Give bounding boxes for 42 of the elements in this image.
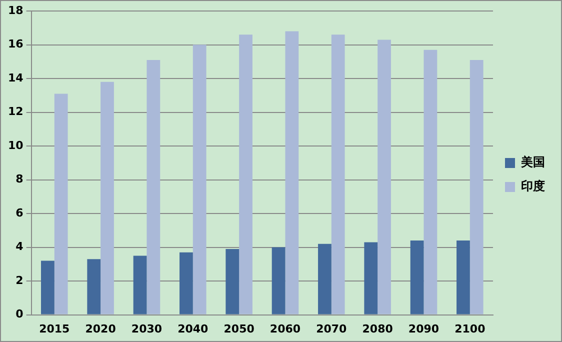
- y-tick-label: 2: [16, 274, 24, 287]
- x-tick-label: 2090: [408, 322, 440, 336]
- y-tick-label: 8: [16, 172, 24, 186]
- bar: [87, 259, 101, 314]
- bar: [226, 248, 240, 314]
- bar: [470, 60, 484, 314]
- x-tick-label: 2060: [270, 322, 301, 336]
- x-tick-label: 2015: [39, 322, 70, 336]
- bar: [285, 31, 299, 314]
- y-tick-label: 10: [8, 138, 24, 152]
- x-tick-label: 2070: [316, 322, 348, 336]
- bar: [54, 94, 68, 314]
- x-tick-label: 2050: [224, 322, 255, 336]
- y-tick-label: 6: [16, 206, 24, 220]
- y-tick-label: 4: [16, 240, 24, 254]
- bar: [133, 256, 147, 314]
- bar: [318, 244, 332, 314]
- bar: [272, 247, 286, 314]
- bar: [41, 260, 54, 314]
- bar: [378, 40, 391, 314]
- y-tick-label: 18: [8, 4, 24, 17]
- x-tick-label: 2040: [178, 322, 209, 336]
- y-tick-label: 0: [16, 308, 24, 321]
- bar: [424, 50, 438, 314]
- legend-label: 印度: [521, 179, 545, 194]
- y-tick-label: 16: [8, 38, 24, 51]
- legend-label: 美国: [520, 155, 545, 170]
- x-tick-label: 2020: [85, 322, 116, 336]
- y-tick-label: 12: [8, 105, 24, 118]
- bar: [146, 60, 160, 314]
- y-tick-label: 14: [8, 71, 24, 84]
- bar: [456, 240, 470, 314]
- bar: [239, 34, 252, 314]
- x-tick-label: 2080: [362, 322, 394, 336]
- bar: [192, 44, 206, 314]
- bar: [331, 34, 345, 314]
- x-tick-label: 2100: [454, 322, 486, 336]
- x-tick-label: 2030: [131, 322, 162, 336]
- bar: [410, 240, 424, 314]
- bar: [100, 82, 114, 314]
- bar: [364, 242, 378, 314]
- bar: [180, 252, 193, 314]
